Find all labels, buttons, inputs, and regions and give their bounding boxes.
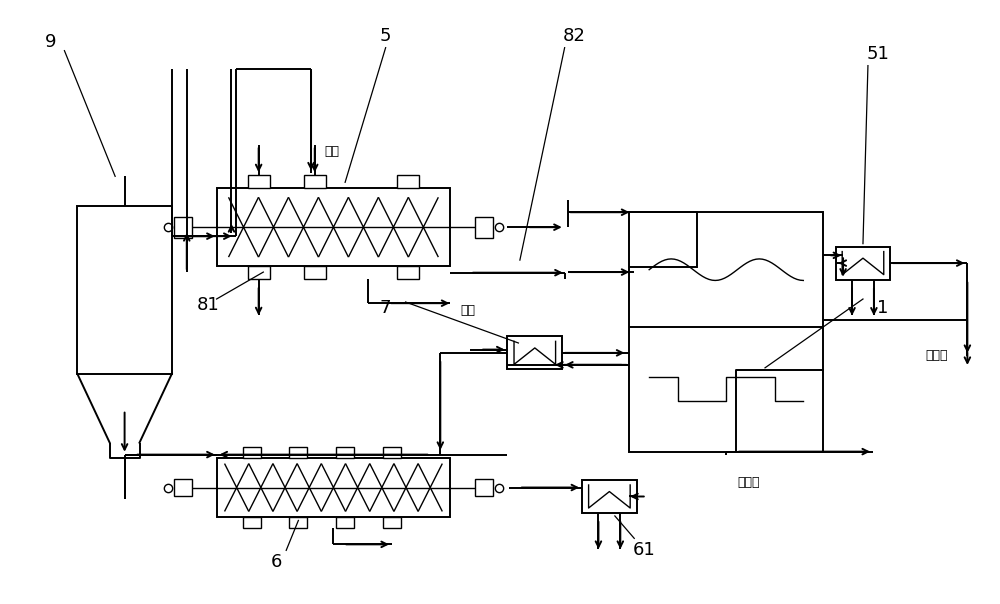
Text: 冷凝水: 冷凝水 xyxy=(926,349,948,362)
Bar xyxy=(383,447,401,458)
Text: 82: 82 xyxy=(563,27,586,45)
Text: 蒸汽: 蒸汽 xyxy=(460,304,475,318)
Text: 9: 9 xyxy=(45,33,56,51)
Bar xyxy=(217,458,450,518)
Bar xyxy=(507,336,562,369)
Bar xyxy=(304,175,326,188)
Bar xyxy=(248,266,270,279)
Bar xyxy=(243,447,261,458)
Text: 蒸汽: 蒸汽 xyxy=(325,145,340,158)
Text: 5: 5 xyxy=(380,27,391,45)
Bar xyxy=(475,217,493,237)
Text: 81: 81 xyxy=(197,296,219,314)
Bar xyxy=(836,246,890,280)
Bar xyxy=(243,518,261,528)
Bar xyxy=(217,188,450,266)
Bar xyxy=(397,266,419,279)
Bar xyxy=(304,266,326,279)
Bar xyxy=(397,175,419,188)
Bar xyxy=(248,175,270,188)
Text: 61: 61 xyxy=(633,541,656,559)
Bar xyxy=(475,478,493,496)
Bar xyxy=(289,518,307,528)
Text: 1: 1 xyxy=(877,299,889,317)
Bar xyxy=(174,478,192,496)
Text: 余热水: 余热水 xyxy=(737,475,760,489)
Bar xyxy=(77,206,172,374)
Text: 51: 51 xyxy=(866,45,889,63)
Bar xyxy=(336,518,354,528)
Text: 7: 7 xyxy=(380,299,391,317)
Text: 6: 6 xyxy=(271,553,282,571)
Bar xyxy=(629,212,823,452)
Bar xyxy=(289,447,307,458)
Bar xyxy=(582,480,637,513)
Bar xyxy=(174,217,192,237)
Bar xyxy=(336,447,354,458)
Bar xyxy=(383,518,401,528)
